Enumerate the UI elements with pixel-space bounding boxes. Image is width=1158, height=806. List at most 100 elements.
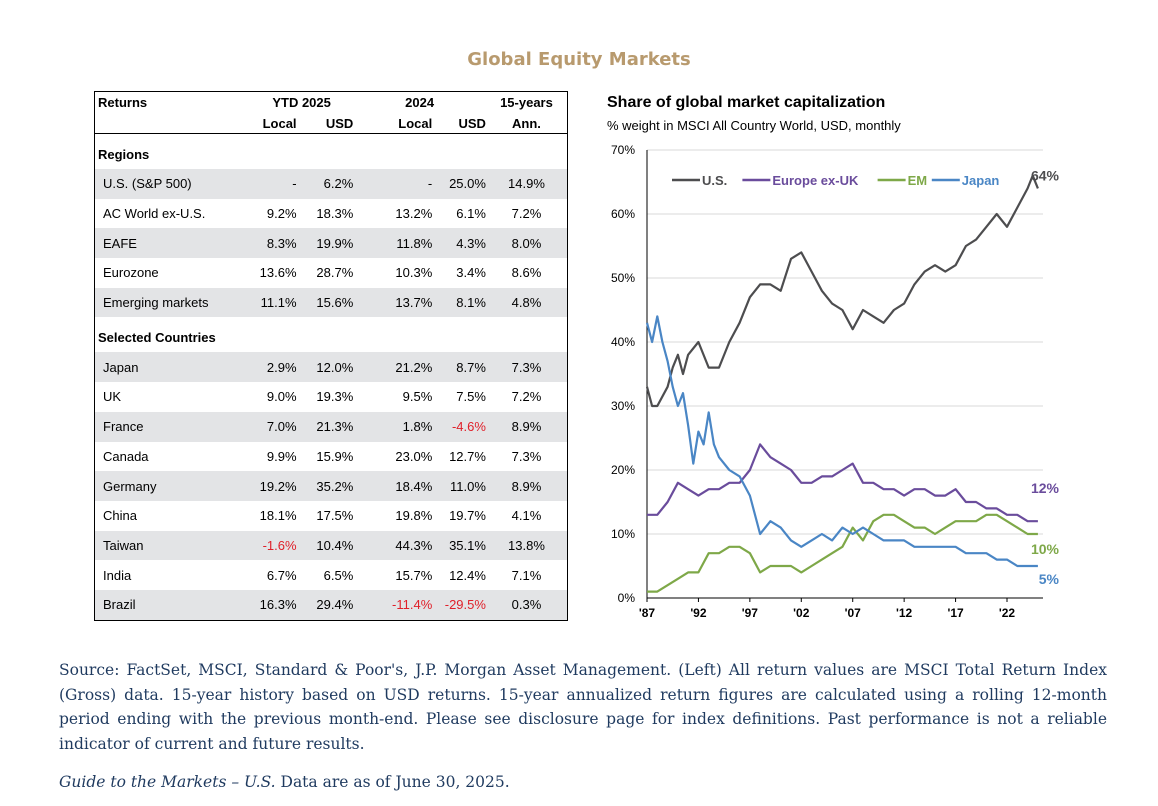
y-tick-label: 20% bbox=[611, 463, 635, 477]
table-row: France 7.0% 21.3% 1.8% -4.6% 8.9% bbox=[95, 411, 567, 442]
y-tick-label: 60% bbox=[611, 207, 635, 221]
cell-y24-local: 15.7% bbox=[395, 567, 433, 583]
cell-ytd-local: 6.7% bbox=[266, 567, 297, 583]
cell-y24-local: 13.7% bbox=[353, 287, 433, 318]
end-value-label: 64% bbox=[1031, 167, 1060, 183]
x-tick-label: '12 bbox=[896, 606, 913, 618]
row-label: UK bbox=[103, 389, 122, 405]
ann-header: Ann. bbox=[485, 113, 567, 134]
table-row: India 6.7% 6.5% 15.7% 12.4% 7.1% bbox=[95, 560, 567, 590]
y2024-header: 2024 bbox=[405, 95, 435, 110]
cell-ann15: 7.3% bbox=[511, 448, 542, 464]
row-label: India bbox=[103, 567, 132, 583]
cell-ytd-local: 19.2% bbox=[249, 471, 297, 501]
series-line-japan bbox=[645, 315, 1038, 568]
row-label: U.S. (S&P 500) bbox=[95, 169, 250, 199]
legend-label: U.S. bbox=[702, 173, 727, 188]
table-row: Emerging markets 11.1% 15.6% 13.7% 8.1% 4.8% bbox=[95, 287, 567, 318]
x-tick-label: '97 bbox=[742, 606, 759, 618]
cell-y24-local: 9.5% bbox=[402, 389, 433, 405]
cell-y24-usd: 12.4% bbox=[449, 567, 486, 583]
section-heading: Regions bbox=[98, 147, 150, 162]
legend-label: Japan bbox=[962, 173, 1000, 188]
ytd-header: YTD 2025 bbox=[272, 95, 331, 110]
cell-ann15: 7.2% bbox=[511, 206, 542, 222]
row-label: Emerging markets bbox=[95, 287, 250, 318]
cell-ytd-usd: 15.9% bbox=[316, 448, 354, 464]
cell-y24-usd: -29.5% bbox=[432, 589, 486, 620]
cell-y24-usd: 25.0% bbox=[432, 169, 486, 199]
cell-ann15: 4.1% bbox=[511, 508, 542, 524]
cell-y24-local: 44.3% bbox=[353, 530, 433, 561]
table-row: Eurozone 13.6% 28.7% 10.3% 3.4% 8.6% bbox=[95, 258, 567, 288]
row-label: China bbox=[103, 508, 137, 524]
cell-y24-local: 19.8% bbox=[395, 508, 433, 524]
cell-y24-local: 11.8% bbox=[353, 228, 433, 259]
ytd-local-header: Local bbox=[249, 113, 297, 134]
guide-title: Guide to the Markets – U.S. bbox=[59, 773, 276, 791]
row-label: EAFE bbox=[95, 228, 250, 259]
cell-ytd-local: 16.3% bbox=[249, 589, 297, 620]
cell-ytd-usd: 17.5% bbox=[316, 508, 354, 524]
cell-ytd-usd: 10.4% bbox=[296, 530, 354, 561]
series-line-u-s- bbox=[645, 174, 1039, 408]
series-line-em bbox=[647, 513, 1038, 593]
cell-y24-usd: 12.7% bbox=[449, 448, 486, 464]
y-tick-label: 70% bbox=[611, 143, 635, 157]
table-row: U.S. (S&P 500) -6.2% -25.0% 14.9% bbox=[95, 169, 567, 199]
cell-ytd-local: - bbox=[249, 169, 297, 199]
cell-ann15: 8.0% bbox=[485, 228, 567, 259]
cell-ytd-usd: 12.0% bbox=[296, 352, 354, 383]
end-value-label: 5% bbox=[1039, 571, 1060, 587]
series-line-europe-ex-uk bbox=[647, 443, 1038, 523]
guide-date: Data are as of June 30, 2025. bbox=[280, 773, 510, 791]
cell-y24-local: 18.4% bbox=[353, 471, 433, 501]
row-label: Eurozone bbox=[103, 265, 159, 281]
cell-y24-usd: -4.6% bbox=[432, 411, 486, 442]
y-tick-label: 10% bbox=[611, 527, 635, 541]
row-label: Canada bbox=[103, 448, 149, 464]
row-label: AC World ex-U.S. bbox=[103, 206, 206, 222]
cell-ann15: 14.9% bbox=[485, 169, 567, 199]
x-tick-label: '22 bbox=[999, 606, 1016, 618]
x-tick-label: '87 bbox=[639, 606, 656, 618]
cell-y24-usd: 35.1% bbox=[432, 530, 486, 561]
cell-ytd-usd: 18.3% bbox=[316, 206, 354, 222]
cell-y24-usd: 19.7% bbox=[449, 508, 486, 524]
cell-y24-usd: 7.5% bbox=[456, 389, 486, 405]
chart-title: Share of global market capitalization bbox=[607, 94, 886, 111]
y-tick-label: 0% bbox=[618, 591, 636, 605]
table-row: Germany 19.2% 35.2% 18.4% 11.0% 8.9% bbox=[95, 471, 567, 501]
returns-header: Returns bbox=[98, 95, 148, 110]
cell-ytd-local: 13.6% bbox=[259, 265, 297, 281]
ytd-usd-header: USD bbox=[296, 113, 354, 134]
cell-ytd-local: -1.6% bbox=[249, 530, 297, 561]
cell-ytd-usd: 6.5% bbox=[323, 567, 354, 583]
cell-ytd-usd: 21.3% bbox=[296, 411, 354, 442]
cell-y24-local: 10.3% bbox=[395, 265, 433, 281]
end-value-label: 12% bbox=[1031, 480, 1060, 496]
cell-ytd-usd: 6.2% bbox=[296, 169, 354, 199]
section-heading: Selected Countries bbox=[98, 330, 216, 346]
table-header-row: Returns YTD 2025 2024 15-years bbox=[95, 92, 567, 113]
cell-y24-local: 1.8% bbox=[353, 411, 433, 442]
cell-ann15: 13.8% bbox=[485, 530, 567, 561]
cell-ytd-local: 9.2% bbox=[266, 206, 297, 222]
cell-ytd-local: 2.9% bbox=[249, 352, 297, 383]
row-label: Taiwan bbox=[95, 530, 250, 561]
guide-note: Guide to the Markets – U.S. Data are as … bbox=[59, 773, 510, 791]
table-row: Japan 2.9% 12.0% 21.2% 8.7% 7.3% bbox=[95, 352, 567, 383]
page-title: Global Equity Markets bbox=[467, 49, 691, 70]
cell-y24-local: 23.0% bbox=[395, 448, 433, 464]
table-row: China 18.1% 17.5% 19.8% 19.7% 4.1% bbox=[95, 501, 567, 531]
y2024-usd-header: USD bbox=[432, 113, 486, 134]
row-label: Japan bbox=[95, 352, 250, 383]
cell-ann15: 7.3% bbox=[485, 352, 567, 383]
cell-ytd-local: 9.0% bbox=[266, 389, 297, 405]
y-tick-label: 40% bbox=[611, 335, 635, 349]
fifteen-year-header: 15-years bbox=[500, 95, 553, 110]
cell-ann15: 8.9% bbox=[485, 411, 567, 442]
x-tick-label: '07 bbox=[845, 606, 862, 618]
source-note: Source: FactSet, MSCI, Standard & Poor's… bbox=[59, 661, 1107, 753]
cell-ytd-local: 9.9% bbox=[266, 448, 297, 464]
